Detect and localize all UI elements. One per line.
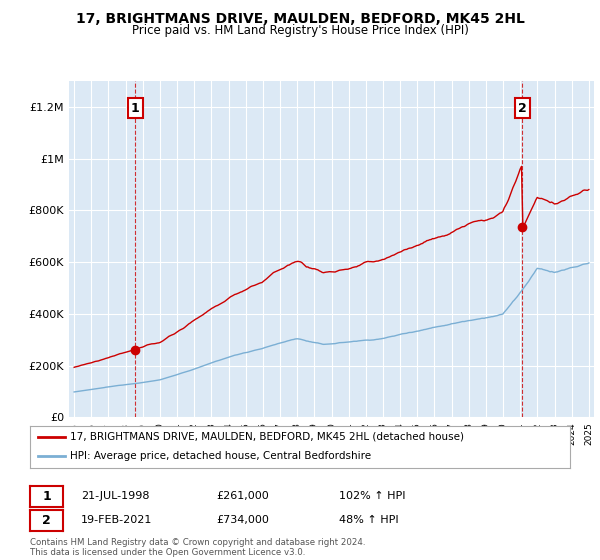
Text: £261,000: £261,000: [216, 491, 269, 501]
Text: £734,000: £734,000: [216, 515, 269, 525]
Text: 1: 1: [42, 489, 51, 503]
Text: Contains HM Land Registry data © Crown copyright and database right 2024.
This d: Contains HM Land Registry data © Crown c…: [30, 538, 365, 557]
Text: Price paid vs. HM Land Registry's House Price Index (HPI): Price paid vs. HM Land Registry's House …: [131, 24, 469, 36]
Text: 17, BRIGHTMANS DRIVE, MAULDEN, BEDFORD, MK45 2HL: 17, BRIGHTMANS DRIVE, MAULDEN, BEDFORD, …: [76, 12, 524, 26]
Text: 19-FEB-2021: 19-FEB-2021: [81, 515, 152, 525]
Text: 48% ↑ HPI: 48% ↑ HPI: [339, 515, 398, 525]
Text: 102% ↑ HPI: 102% ↑ HPI: [339, 491, 406, 501]
Text: 1: 1: [131, 101, 139, 115]
Text: 2: 2: [518, 101, 527, 115]
Text: 21-JUL-1998: 21-JUL-1998: [81, 491, 149, 501]
Text: HPI: Average price, detached house, Central Bedfordshire: HPI: Average price, detached house, Cent…: [71, 451, 371, 461]
Text: 2: 2: [42, 514, 51, 527]
Text: 17, BRIGHTMANS DRIVE, MAULDEN, BEDFORD, MK45 2HL (detached house): 17, BRIGHTMANS DRIVE, MAULDEN, BEDFORD, …: [71, 432, 464, 442]
